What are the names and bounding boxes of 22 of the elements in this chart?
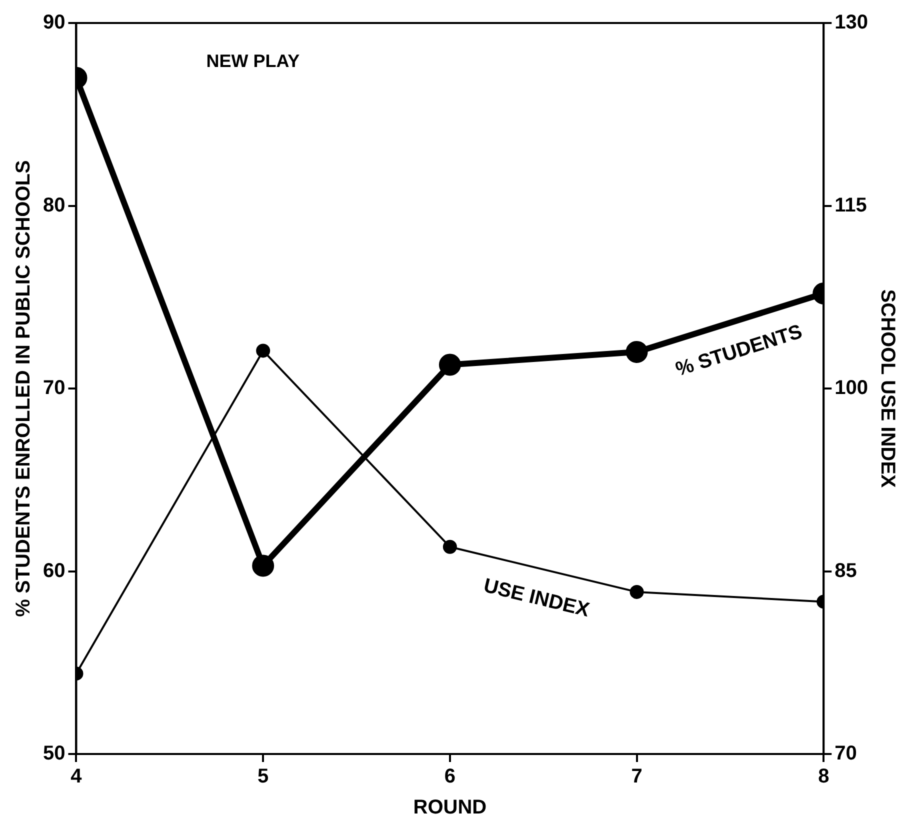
x-axis-title: ROUND — [413, 796, 487, 819]
y2-tick-label: 100 — [834, 377, 868, 400]
y2-tick-label: 70 — [834, 742, 857, 765]
y-tick-label: 80 — [42, 194, 66, 216]
y2-tick-label: 130 — [834, 12, 868, 34]
y-axis-title: % STUDENTS ENROLLED IN PUBLIC SCHOOLS — [12, 160, 35, 617]
x-tick-label: 6 — [444, 766, 456, 788]
y-tick-label: 70 — [42, 377, 66, 400]
y-tick-label: 60 — [42, 560, 66, 582]
x-tick-label: 8 — [818, 766, 830, 788]
x-tick-label: 7 — [631, 766, 642, 788]
y2-tick-label: 115 — [834, 194, 867, 216]
text: USE INDEX — [481, 574, 592, 622]
y-tick-label: 90 — [42, 12, 66, 34]
y2-tick-label: 85 — [834, 560, 857, 582]
y2-axis-title: SCHOOL USE INDEX — [876, 289, 898, 488]
x-tick-label: 4 — [70, 766, 83, 788]
point — [256, 344, 270, 358]
y-tick-label: 50 — [42, 742, 66, 765]
point — [442, 540, 457, 554]
x-tick-label: 5 — [258, 766, 269, 788]
annotation: NEW PLAY — [206, 50, 300, 71]
